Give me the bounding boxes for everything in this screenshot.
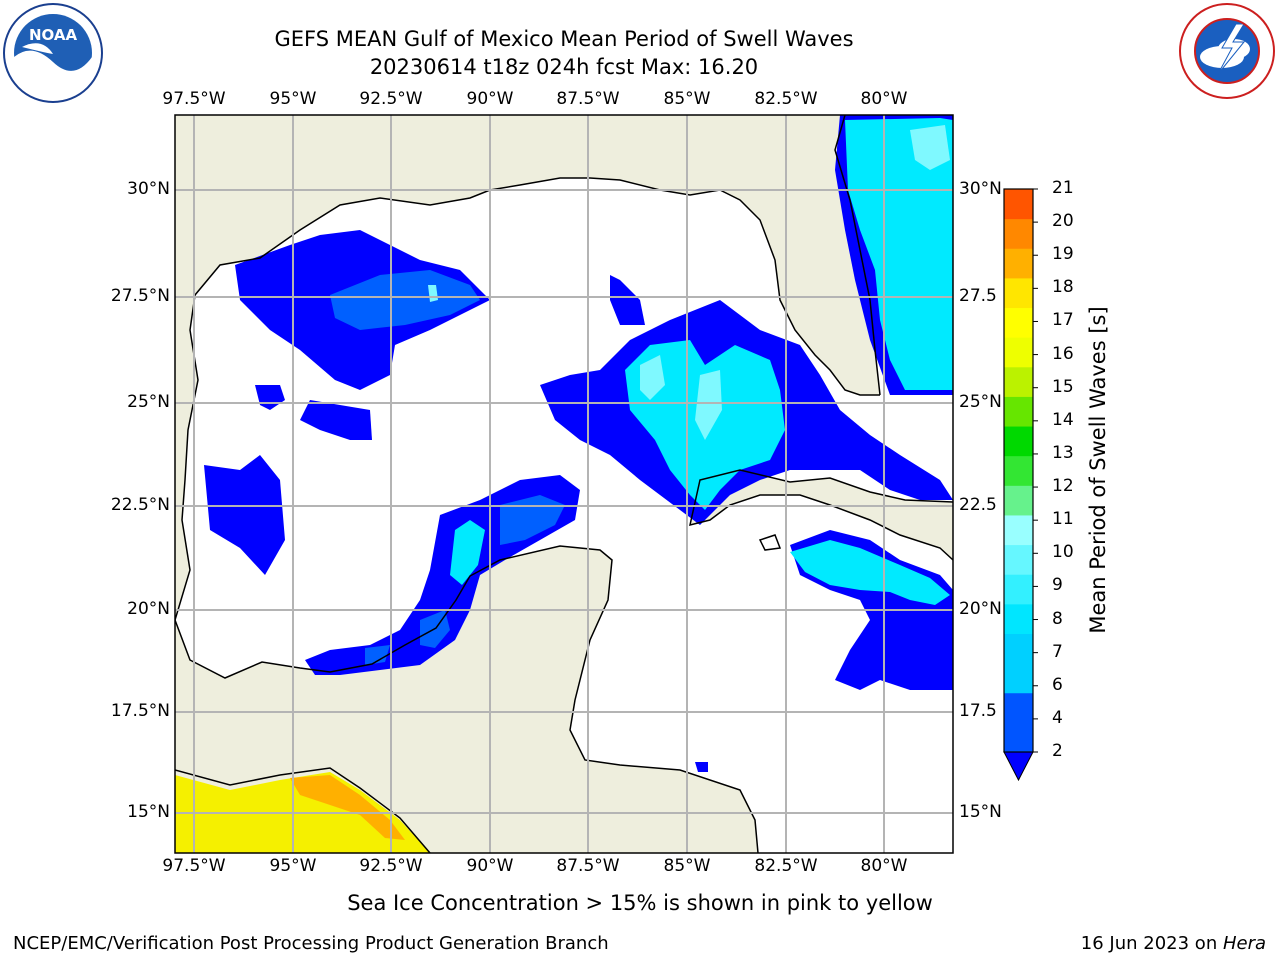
colorbar-segment bbox=[1004, 307, 1033, 338]
colorbar-segment bbox=[1004, 692, 1033, 753]
map-frame bbox=[174, 114, 954, 854]
coastline bbox=[175, 115, 953, 853]
colorbar-segment bbox=[1004, 574, 1033, 605]
lat-tick-left: 25°N bbox=[127, 392, 170, 412]
lon-tick-top: 80°W bbox=[860, 89, 908, 109]
lat-tick-right: 22.5 bbox=[959, 495, 997, 515]
colorbar-segment bbox=[1004, 218, 1033, 249]
colorbar bbox=[1003, 188, 1038, 782]
lon-tick-bottom: 82.5°W bbox=[754, 856, 818, 876]
lon-tick-top: 92.5°W bbox=[359, 89, 423, 109]
colorbar-tick-label: 2 bbox=[1052, 741, 1063, 761]
colorbar-tick-label: 11 bbox=[1052, 509, 1074, 530]
colorbar-segment bbox=[1004, 485, 1033, 516]
colorbar-extend-arrow bbox=[1003, 751, 1034, 782]
lon-tick-bottom: 87.5°W bbox=[556, 856, 620, 876]
colorbar-tick-label: 8 bbox=[1052, 608, 1063, 629]
colorbar-tick-label: 17 bbox=[1052, 310, 1074, 331]
colorbar-tick-label: 18 bbox=[1052, 277, 1074, 298]
lat-tick-left: 27.5°N bbox=[110, 286, 170, 306]
colorbar-tick-label: 10 bbox=[1052, 542, 1074, 563]
colorbar-tick-label: 14 bbox=[1052, 409, 1074, 430]
swell-4-6s bbox=[330, 270, 565, 665]
lat-tick-right: 30°N bbox=[959, 179, 1002, 199]
lon-tick-top: 95°W bbox=[269, 89, 317, 109]
colorbar-segment bbox=[1004, 514, 1033, 546]
colorbar-segment bbox=[1004, 455, 1033, 486]
lon-tick-bottom: 80°W bbox=[860, 856, 908, 876]
map-title: GEFS MEAN Gulf of Mexico Mean Period of … bbox=[274, 27, 854, 51]
colorbar-segment bbox=[1004, 366, 1033, 397]
sea-ice-orange bbox=[290, 775, 405, 840]
colorbar-tick-label: 20 bbox=[1052, 211, 1074, 232]
lon-tick-bottom: 95°W bbox=[269, 856, 317, 876]
map-subtitle: 20230614 t18z 024h fcst Max: 16.20 bbox=[369, 55, 759, 79]
colorbar-tick-label: 21 bbox=[1052, 178, 1074, 198]
colorbar-label: Mean Period of Swell Waves [s] bbox=[1086, 306, 1110, 634]
colorbar-segment bbox=[1004, 633, 1033, 694]
colorbar-tick-label: 12 bbox=[1052, 476, 1074, 497]
colorbar-segment bbox=[1004, 189, 1033, 220]
run-date-text: 16 Jun 2023 on bbox=[1080, 933, 1223, 954]
ice-note: Sea Ice Concentration > 15% is shown in … bbox=[347, 891, 933, 915]
noaa-logo-text: NOAA bbox=[29, 26, 78, 44]
host-name: Hera bbox=[1222, 933, 1266, 954]
lat-tick-right: 20°N bbox=[959, 599, 1002, 619]
lon-tick-top: 82.5°W bbox=[754, 89, 818, 109]
colorbar-tick-label: 13 bbox=[1052, 442, 1074, 463]
colorbar-segment bbox=[1004, 396, 1033, 427]
lat-tick-left: 15°N bbox=[127, 802, 170, 822]
colorbar-tick-label: 15 bbox=[1052, 376, 1074, 397]
colorbar-tick-label: 4 bbox=[1052, 707, 1063, 728]
lat-tick-left: 20°N bbox=[127, 599, 170, 619]
branch-credit: NCEP/EMC/Verification Post Processing Pr… bbox=[13, 933, 609, 954]
lon-tick-top: 97.5°W bbox=[162, 89, 226, 109]
colorbar-segment bbox=[1004, 277, 1033, 309]
colorbar-tick-label: 16 bbox=[1052, 343, 1074, 364]
lon-tick-bottom: 92.5°W bbox=[359, 856, 423, 876]
lat-tick-right: 17.5 bbox=[959, 701, 997, 721]
lon-tick-bottom: 97.5°W bbox=[162, 856, 226, 876]
nws-logo bbox=[1178, 2, 1276, 100]
lat-tick-left: 17.5°N bbox=[110, 701, 170, 721]
lon-tick-top: 90°W bbox=[466, 89, 514, 109]
run-date: 16 Jun 2023 on Hera bbox=[1081, 933, 1266, 954]
colorbar-segment bbox=[1004, 426, 1033, 457]
colorbar-tick-label: 7 bbox=[1052, 641, 1063, 662]
lat-tick-left: 30°N bbox=[127, 179, 170, 199]
lat-tick-right: 25°N bbox=[959, 392, 1002, 412]
lon-tick-top: 85°W bbox=[663, 89, 711, 109]
colorbar-segment bbox=[1004, 248, 1033, 279]
colorbar-frame bbox=[1003, 188, 1034, 753]
lon-tick-bottom: 85°W bbox=[663, 856, 711, 876]
lat-tick-right: 15°N bbox=[959, 802, 1002, 822]
noaa-logo: NOAA bbox=[2, 2, 104, 104]
colorbar-tick-label: 19 bbox=[1052, 244, 1074, 265]
colorbar-tick-label: 6 bbox=[1052, 674, 1063, 695]
lon-tick-bottom: 90°W bbox=[466, 856, 514, 876]
colorbar-segment bbox=[1004, 603, 1033, 634]
lat-tick-left: 22.5°N bbox=[110, 495, 170, 515]
grid-lines bbox=[175, 115, 953, 853]
colorbar-tick-label: 9 bbox=[1052, 575, 1063, 596]
swell-8-9s bbox=[428, 125, 950, 440]
lat-tick-right: 27.5 bbox=[959, 286, 997, 306]
lon-tick-top: 87.5°W bbox=[556, 89, 620, 109]
colorbar-segment bbox=[1004, 337, 1033, 368]
colorbar-segment bbox=[1004, 544, 1033, 575]
